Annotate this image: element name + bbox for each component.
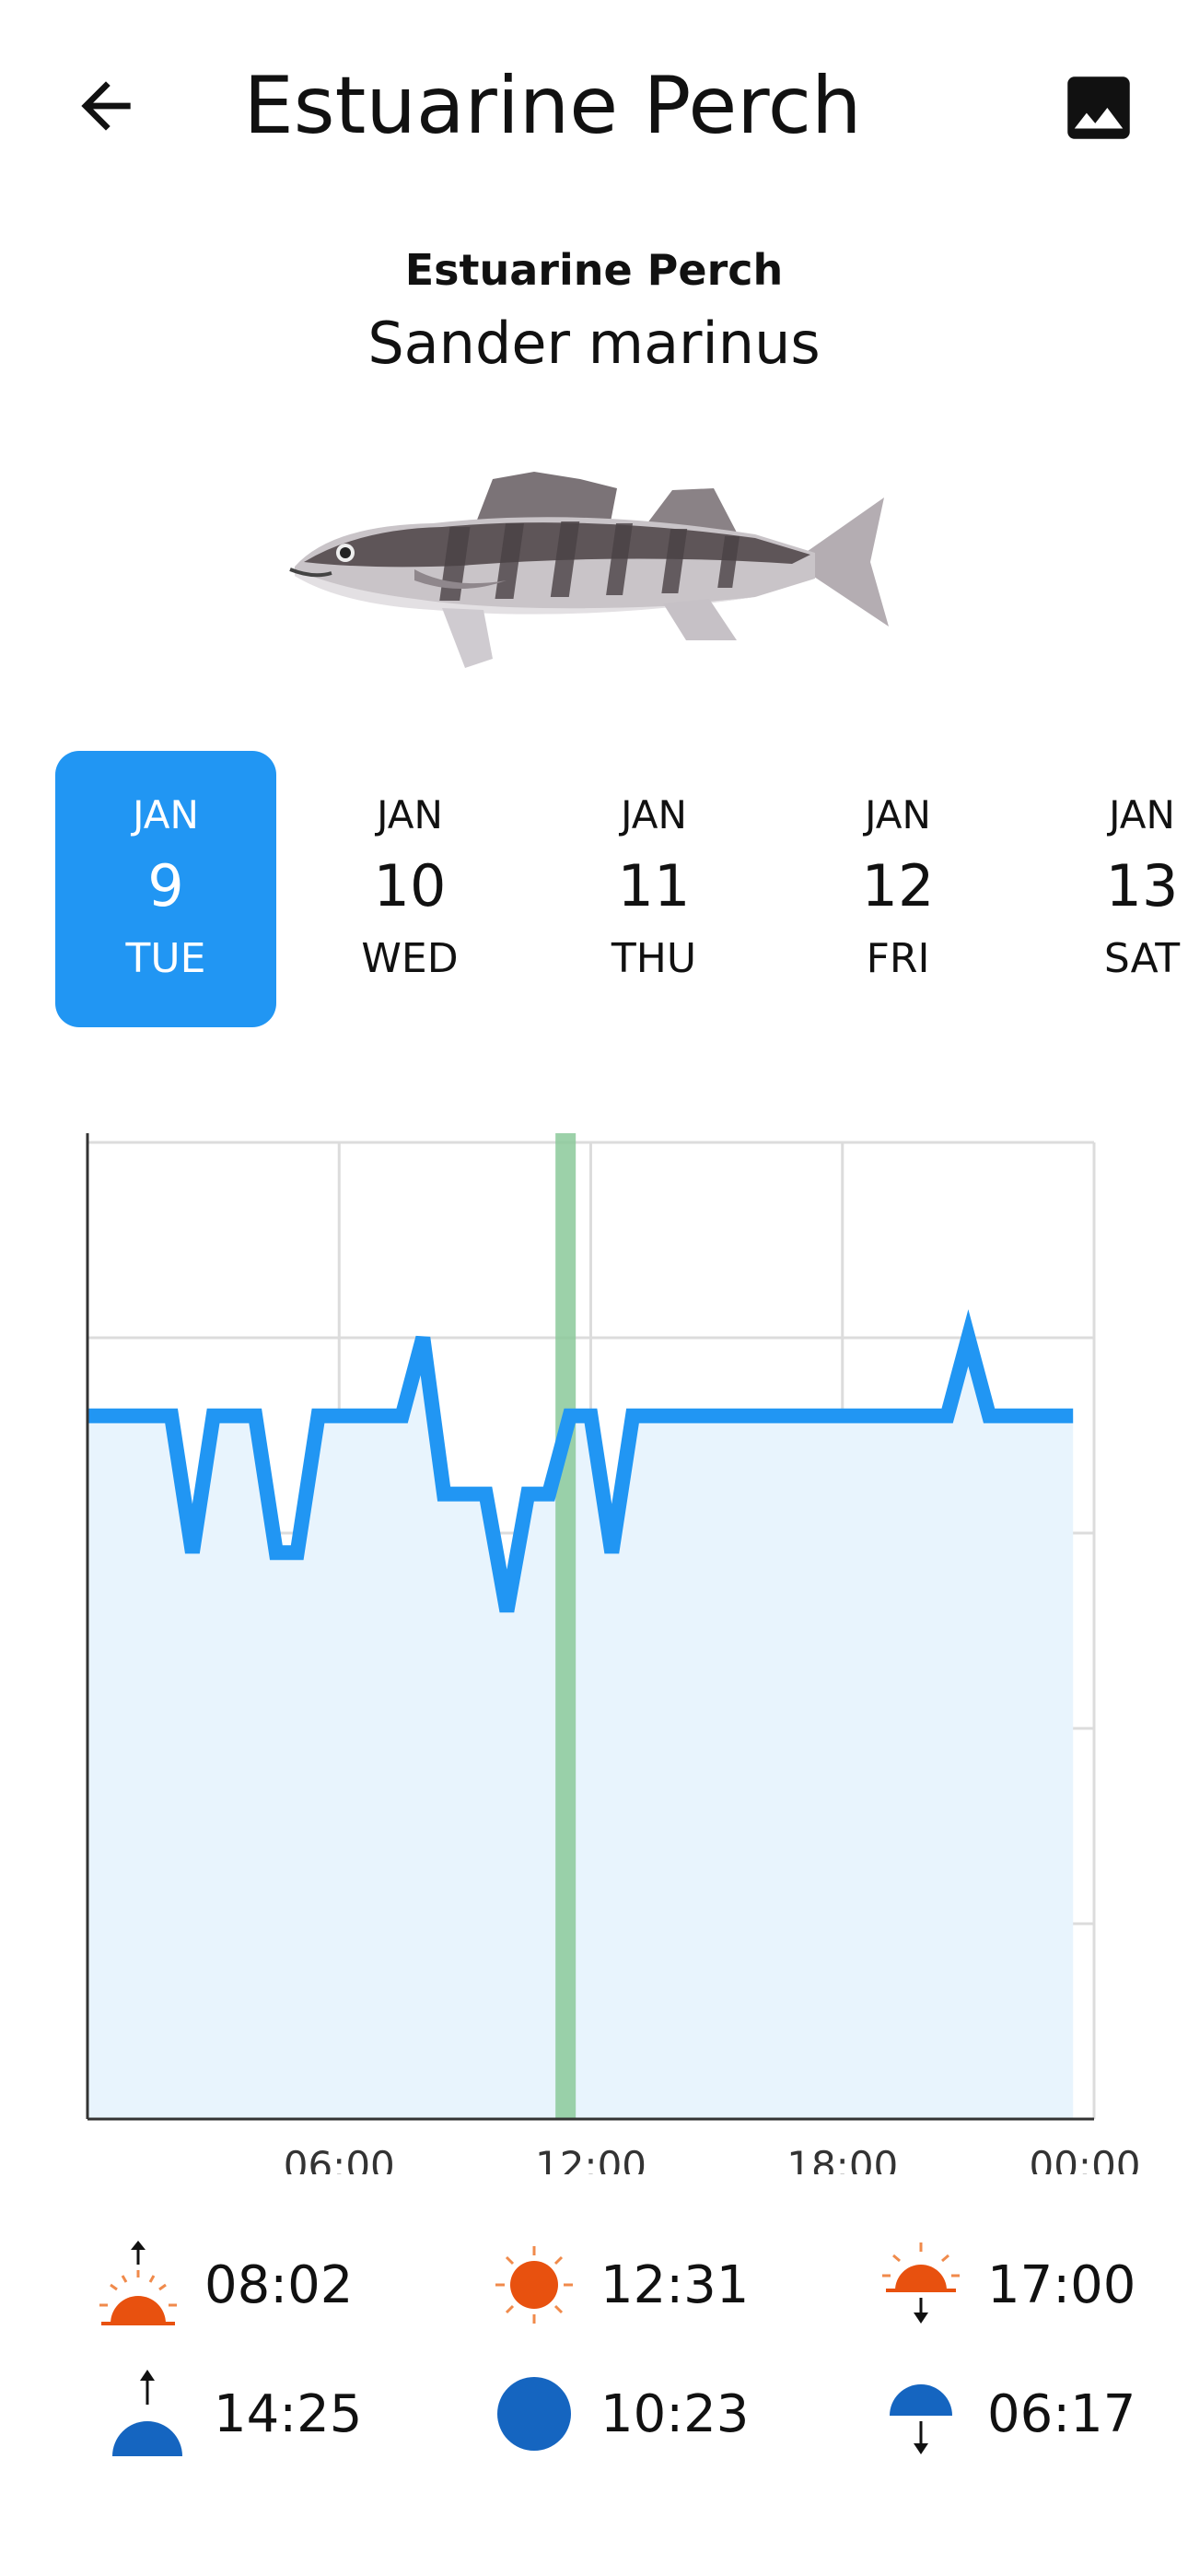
moon-icon	[497, 2377, 571, 2451]
chart-area-fill	[87, 1338, 1074, 2119]
sunrise-icon	[99, 2241, 177, 2325]
sun-transit-time: 12:31	[600, 2254, 750, 2315]
date-item-jan-12[interactable]: JAN 12 FRI	[787, 751, 1008, 1027]
gallery-button[interactable]	[1048, 57, 1149, 158]
date-month: JAN	[621, 792, 687, 837]
x-tick-label: 06:00	[284, 2143, 395, 2174]
date-weekday: WED	[361, 935, 459, 982]
moonrise-time: 14:25	[214, 2383, 363, 2444]
sunset-icon	[882, 2242, 960, 2324]
back-button[interactable]	[55, 55, 157, 157]
species-common-name: Estuarine Perch	[404, 245, 784, 295]
moon-transit-event: 10:23	[488, 2368, 749, 2460]
x-tick-label: 00:00	[1029, 2143, 1140, 2174]
date-month: JAN	[133, 792, 199, 837]
date-month: JAN	[1109, 792, 1175, 837]
moon-transit-time: 10:23	[600, 2383, 750, 2444]
date-weekday: THU	[611, 935, 697, 982]
sunset-time: 17:00	[987, 2254, 1136, 2315]
page-title: Estuarine Perch	[243, 60, 862, 152]
date-month: JAN	[865, 792, 931, 837]
moonset-time: 06:17	[987, 2383, 1136, 2444]
app-bar: Estuarine Perch	[0, 0, 1188, 203]
sunset-event: 17:00	[875, 2239, 1136, 2331]
moonset-event: 06:17	[875, 2368, 1136, 2460]
date-day: 9	[147, 852, 184, 919]
x-tick-label: 12:00	[535, 2143, 646, 2174]
date-month: JAN	[377, 792, 443, 837]
date-day: 12	[861, 852, 935, 919]
x-tick-label: 18:00	[786, 2143, 898, 2174]
image-icon	[1067, 76, 1130, 139]
date-weekday: FRI	[866, 935, 930, 982]
date-day: 13	[1105, 852, 1179, 919]
sun-transit-event: 12:31	[488, 2239, 749, 2331]
date-item-jan-13[interactable]: JAN 13 SAT	[1031, 751, 1188, 1027]
moonrise-icon	[112, 2370, 182, 2456]
fish-illustration	[289, 472, 889, 668]
arrow-back-icon	[81, 81, 131, 131]
activity-chart: 06:00 12:00 18:00 00:00	[86, 1133, 1141, 2174]
sun-moon-events: 08:02 12:31 17:00	[0, 2239, 1188, 2497]
moonset-icon	[890, 2384, 952, 2454]
sunrise-time: 08:02	[204, 2254, 354, 2315]
current-time-marker	[555, 1133, 577, 2119]
chart-series-line	[87, 1309, 1074, 1613]
date-weekday: TUE	[125, 935, 206, 982]
species-scientific-name: Sander marinus	[367, 310, 821, 377]
date-weekday: SAT	[1103, 935, 1181, 982]
date-selector: JAN 9 TUE JAN 10 WED JAN 11 THU JAN 12 F…	[0, 751, 1188, 1027]
date-item-jan-11[interactable]: JAN 11 THU	[543, 751, 764, 1027]
sunrise-event: 08:02	[92, 2239, 353, 2331]
sun-icon	[495, 2246, 573, 2324]
date-day: 11	[617, 852, 691, 919]
moonrise-event: 14:25	[101, 2368, 362, 2460]
date-item-jan-9[interactable]: JAN 9 TUE	[55, 751, 276, 1027]
date-day: 10	[373, 852, 447, 919]
date-item-jan-10[interactable]: JAN 10 WED	[299, 751, 520, 1027]
